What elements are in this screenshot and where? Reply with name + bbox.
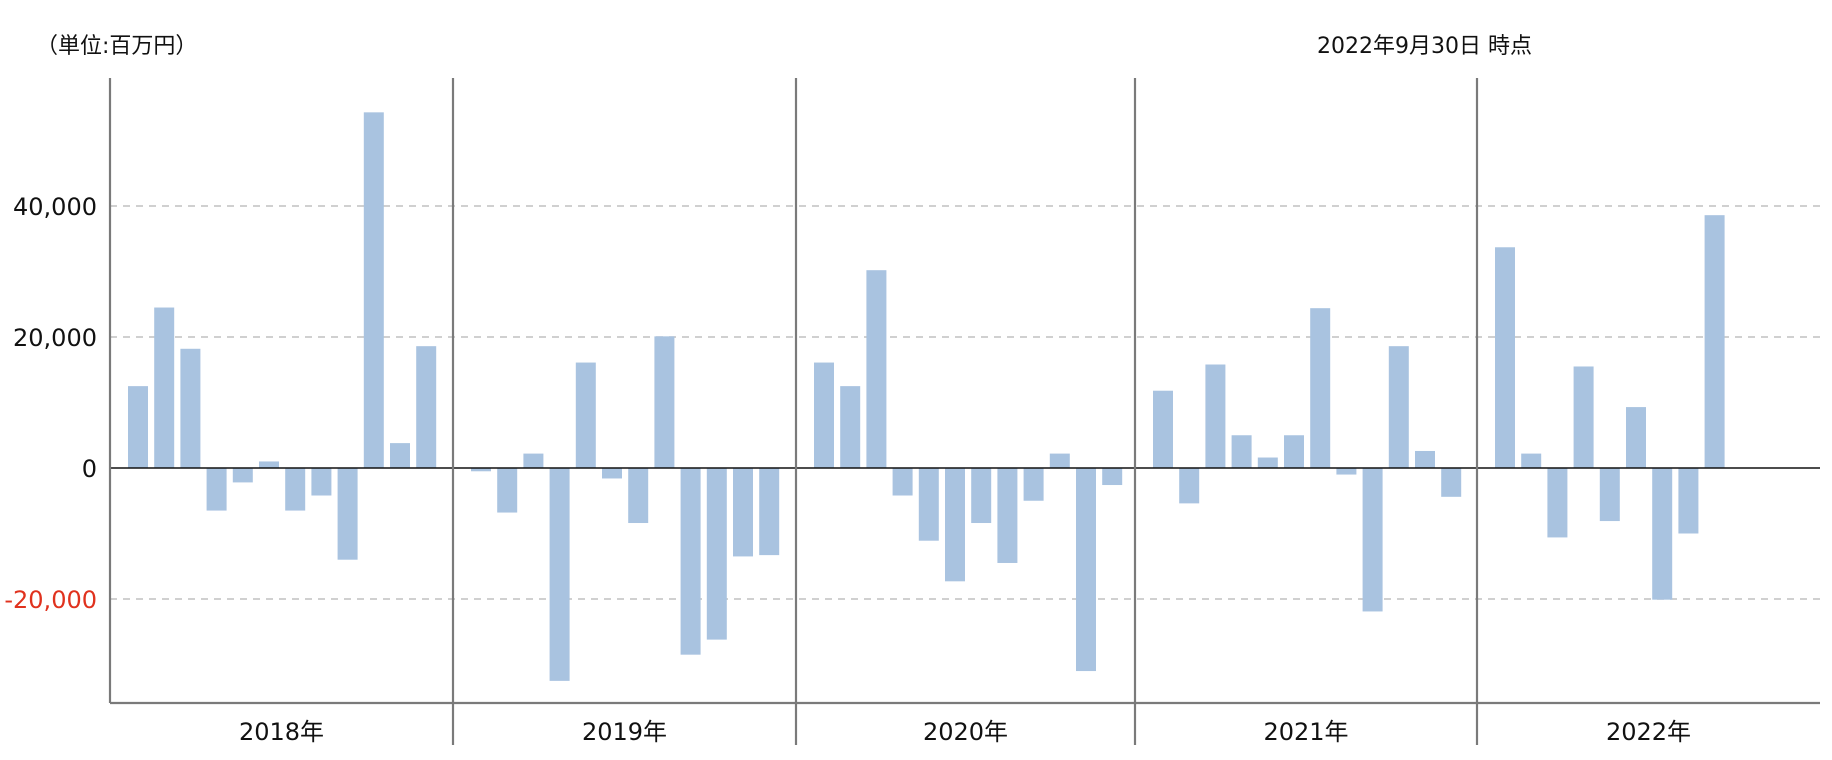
as-of-date: 2022年9月30日 時点 xyxy=(1317,34,1532,59)
bar xyxy=(1599,468,1620,522)
bar xyxy=(1415,450,1435,468)
bar xyxy=(1495,247,1515,468)
bar xyxy=(759,468,780,556)
bar xyxy=(1153,390,1173,468)
bar xyxy=(1179,468,1200,504)
bar xyxy=(1205,364,1226,468)
bar xyxy=(1678,468,1699,534)
bar xyxy=(945,468,965,582)
unit-label: （単位:百万円） xyxy=(36,34,198,59)
y-tick-label: 40,000 xyxy=(13,193,97,221)
x-category-label: 2019年 xyxy=(582,718,667,746)
bar xyxy=(390,443,410,468)
bar xyxy=(1547,468,1568,538)
bar xyxy=(575,362,596,468)
bar xyxy=(363,112,384,469)
bar xyxy=(1023,468,1044,501)
bar xyxy=(416,346,437,468)
bar xyxy=(866,270,887,468)
y-tick-label: 0 xyxy=(82,455,97,483)
bar xyxy=(1102,468,1123,486)
bar xyxy=(997,468,1018,563)
bar xyxy=(1336,468,1357,475)
bar xyxy=(337,468,358,560)
bar xyxy=(1310,308,1331,468)
x-category-label: 2018年 xyxy=(239,718,324,746)
bar xyxy=(1257,457,1278,468)
bar xyxy=(523,453,544,468)
bar xyxy=(1076,468,1096,672)
bar xyxy=(918,468,939,541)
bar xyxy=(1362,468,1383,612)
y-tick-label: -20,000 xyxy=(4,586,97,614)
bar xyxy=(180,348,201,468)
bar xyxy=(1652,468,1673,600)
bar xyxy=(1704,215,1725,468)
bar xyxy=(259,461,279,468)
bar xyxy=(1626,407,1646,468)
bar xyxy=(1441,468,1462,497)
bar xyxy=(1049,453,1070,468)
bar xyxy=(285,468,306,511)
bar xyxy=(154,307,175,468)
bar xyxy=(680,468,701,655)
y-tick-label: 20,000 xyxy=(13,324,97,352)
bar xyxy=(206,468,227,511)
bar xyxy=(549,468,570,681)
bar xyxy=(128,386,148,468)
x-category-label: 2021年 xyxy=(1263,718,1348,746)
bar xyxy=(840,386,861,468)
bar xyxy=(814,362,834,468)
x-category-label: 2020年 xyxy=(923,718,1008,746)
bar xyxy=(971,468,992,524)
bar xyxy=(1231,435,1252,468)
bar xyxy=(497,468,518,513)
bar xyxy=(1284,435,1304,468)
bar xyxy=(311,468,332,496)
bar xyxy=(654,336,675,468)
bar xyxy=(471,468,491,472)
bar xyxy=(733,468,753,557)
x-category-label: 2022年 xyxy=(1606,718,1691,746)
bar xyxy=(1388,346,1409,468)
bar xyxy=(1521,453,1542,468)
bar xyxy=(1573,366,1594,468)
bar xyxy=(706,468,727,640)
bar xyxy=(892,468,913,496)
bar xyxy=(232,468,253,483)
bar xyxy=(628,468,649,524)
bar xyxy=(602,468,622,479)
